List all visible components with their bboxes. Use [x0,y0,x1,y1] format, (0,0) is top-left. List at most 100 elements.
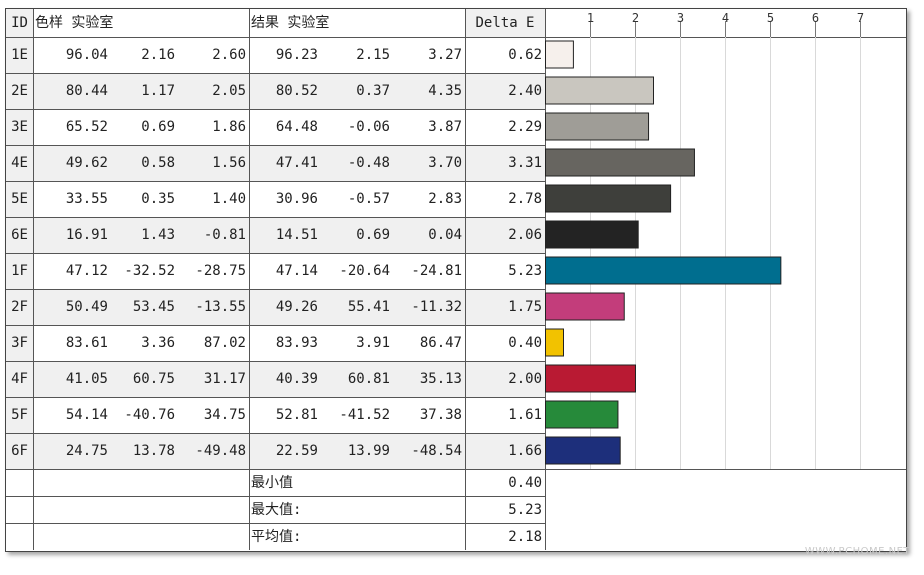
grid-line-horizontal [6,37,545,38]
delta-e-report: ID 色样 实验室 结果 实验室 Delta E 1E 96.04 2.16 2.60 96.2… [5,8,907,552]
row-id: 4E [6,145,33,181]
chart-bar [545,400,619,429]
delta-e-value: 3.31 [465,145,545,181]
result-value: 37.38 [419,407,462,423]
grid-line-horizontal [6,217,545,218]
result-value: -20.64 [339,263,390,279]
sample-value: 0.69 [141,119,175,135]
sample-value: 2.16 [141,47,175,63]
grid-line-horizontal [6,253,545,254]
result-value: 83.93 [275,335,318,351]
row-id: 3F [6,325,33,361]
result-value: 13.99 [321,433,393,469]
grid-line-horizontal [6,73,545,74]
sample-value: 65.52 [65,119,108,135]
sample-value: -40.76 [124,407,175,423]
chart-tick-label: 4 [722,11,729,25]
chart-bar [545,220,639,249]
chart-bar [545,256,782,285]
summary-label: 最大值: [251,501,302,518]
row-id: 2E [6,73,33,109]
result-value: 35.13 [393,361,465,397]
result-value: 2.15 [356,47,390,63]
summary-value: 5.23 [508,501,542,518]
chart-tick-label: 2 [632,11,639,25]
row-id: 1F [6,253,33,289]
chart-tick-label: 1 [587,11,594,25]
summary-label: 平均值: [251,528,302,545]
result-value: 47.41 [249,145,321,181]
watermark: WWW.PCHOME.NET [804,546,910,557]
sample-value: 2.60 [212,47,246,63]
chart-bar [545,292,625,321]
grid-line-vertical [249,9,250,550]
chart-bar [545,328,564,357]
result-value: 3.91 [356,335,390,351]
chart-bar [545,436,621,465]
header-sample: 色样 实验室 [35,15,114,31]
result-value: 49.26 [249,289,321,325]
delta-e-value: 0.40 [508,335,542,351]
chart-bar [545,76,654,105]
header-delta-e: Delta E [465,9,545,37]
result-value: -24.81 [411,263,462,279]
delta-e-value: 5.23 [508,263,542,279]
delta-e-value: 1.66 [465,433,545,469]
sample-value: 41.05 [33,361,111,397]
delta-e-value: 2.00 [465,361,545,397]
chart-bar [545,40,574,69]
sample-value: -0.81 [178,217,249,253]
row-id: 2F [6,289,33,325]
delta-e-bar-chart: 1 2 3 4 5 6 7 [545,9,906,470]
header-result: 结果 实验室 [251,15,330,31]
result-value: 52.81 [275,407,318,423]
chart-tick-label: 3 [677,11,684,25]
result-value: 0.69 [321,217,393,253]
grid-line-horizontal [6,361,545,362]
result-value: 96.23 [275,47,318,63]
sample-value: 96.04 [65,47,108,63]
row-id: 5E [6,181,33,217]
result-value: 40.39 [249,361,321,397]
delta-e-value: 2.06 [465,217,545,253]
sample-value: 83.61 [65,335,108,351]
result-value: -11.32 [393,289,465,325]
sample-value: 2.05 [178,73,249,109]
row-id: 6E [6,217,33,253]
summary-value: 0.40 [508,474,542,491]
result-value: 60.81 [321,361,393,397]
row-id: 6F [6,433,33,469]
result-value: 86.47 [419,335,462,351]
chart-tick-label: 7 [857,11,864,25]
sample-value: 1.43 [111,217,178,253]
chart-bar [545,364,636,393]
grid-line-horizontal [6,181,545,182]
sample-value: 1.86 [212,119,246,135]
result-value: 3.27 [428,47,462,63]
sample-value: 53.45 [111,289,178,325]
result-value: 0.04 [393,217,465,253]
delta-e-value: 1.61 [508,407,542,423]
sample-value: 1.17 [111,73,178,109]
grid-line-horizontal [6,523,545,524]
sample-value: 34.75 [203,407,246,423]
result-value: 2.83 [428,191,462,207]
row-id: 1E [6,37,33,73]
result-value: 55.41 [321,289,393,325]
sample-value: 0.35 [141,191,175,207]
chart-bar [545,148,695,177]
delta-e-value: 2.29 [508,119,542,135]
sample-value: 3.36 [141,335,175,351]
result-value: 22.59 [249,433,321,469]
sample-value: 54.14 [65,407,108,423]
result-value: 0.37 [321,73,393,109]
chart-tick-label: 5 [767,11,774,25]
grid-line-horizontal [6,469,545,470]
delta-e-value: 0.62 [508,47,542,63]
result-value: 80.52 [249,73,321,109]
result-value: 3.87 [428,119,462,135]
result-value: -0.57 [347,191,390,207]
result-value: 47.14 [275,263,318,279]
grid-line-horizontal [6,397,545,398]
grid-line-horizontal [6,145,545,146]
